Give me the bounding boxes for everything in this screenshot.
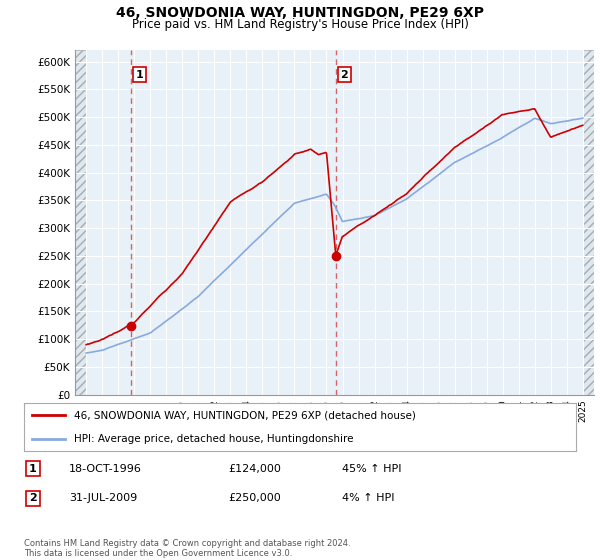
Text: 46, SNOWDONIA WAY, HUNTINGDON, PE29 6XP: 46, SNOWDONIA WAY, HUNTINGDON, PE29 6XP (116, 6, 484, 20)
Text: Contains HM Land Registry data © Crown copyright and database right 2024.
This d: Contains HM Land Registry data © Crown c… (24, 539, 350, 558)
Text: 31-JUL-2009: 31-JUL-2009 (69, 493, 137, 503)
Text: 45% ↑ HPI: 45% ↑ HPI (342, 464, 401, 474)
Text: 1: 1 (136, 69, 143, 80)
Text: 2: 2 (341, 69, 349, 80)
Text: 2: 2 (29, 493, 37, 503)
Text: 46, SNOWDONIA WAY, HUNTINGDON, PE29 6XP (detached house): 46, SNOWDONIA WAY, HUNTINGDON, PE29 6XP … (74, 410, 416, 420)
Text: £250,000: £250,000 (228, 493, 281, 503)
Text: 18-OCT-1996: 18-OCT-1996 (69, 464, 142, 474)
Text: HPI: Average price, detached house, Huntingdonshire: HPI: Average price, detached house, Hunt… (74, 434, 353, 444)
Text: Price paid vs. HM Land Registry's House Price Index (HPI): Price paid vs. HM Land Registry's House … (131, 18, 469, 31)
Text: 4% ↑ HPI: 4% ↑ HPI (342, 493, 395, 503)
Text: 1: 1 (29, 464, 37, 474)
Bar (75, 50, 86, 395)
Bar (583, 50, 594, 395)
Text: £124,000: £124,000 (228, 464, 281, 474)
